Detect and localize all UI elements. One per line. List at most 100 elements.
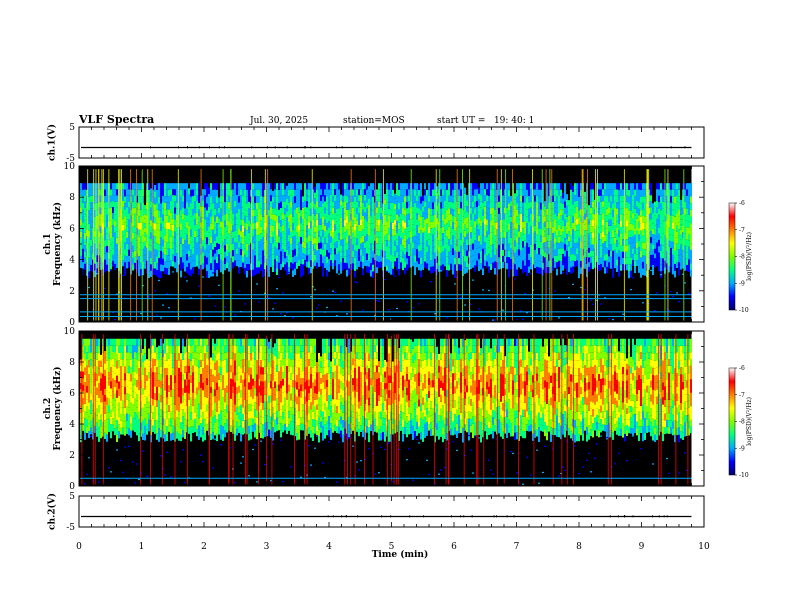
spectrogram-ch1-cell [678, 183, 680, 190]
spectrogram-ch1-cell [144, 255, 146, 260]
spectrogram-ch1-cell [224, 201, 226, 209]
spectrogram-ch1-cell [476, 212, 478, 219]
spectrogram-ch1-cell [534, 213, 536, 220]
spectrogram-ch1-noise [596, 299, 598, 302]
spectrogram-ch1-cell [600, 220, 602, 227]
spectrogram-ch1-cell [360, 249, 362, 256]
spectrogram-ch1-cell [214, 215, 216, 222]
spectrogram-ch1-noise [272, 308, 274, 310]
spectrogram-ch1-cell [426, 218, 428, 224]
spectrogram-ch1-cell [398, 202, 400, 210]
spectrogram-ch1-cell [506, 226, 508, 233]
spectrogram-ch1-cell [428, 183, 430, 190]
spectrogram-ch1-cell [280, 257, 282, 264]
spectrogram-ch1-cell [124, 183, 126, 190]
spectrogram-ch1-cell [668, 195, 670, 203]
spectrogram-ch1-cell [196, 260, 198, 267]
spectrogram-ch1-cell [432, 266, 434, 273]
spectrogram-ch1-cell [688, 259, 690, 266]
spectrogram-ch1-cell [278, 189, 280, 197]
spectrogram-ch1-cell [616, 240, 618, 247]
spectrogram-ch2-cell [84, 418, 86, 426]
spectrogram-ch1-cell [174, 249, 176, 257]
spectrogram-ch1-cell [640, 250, 642, 258]
spectrogram-ch1-cell [608, 207, 610, 214]
spectrogram-ch1-cell [248, 245, 250, 252]
spectrogram-ch1-cell [404, 202, 406, 210]
spectrogram-ch1-cell [472, 231, 474, 238]
spectrogram-ch1-cell [364, 236, 366, 243]
spectrogram-ch1-cell [438, 240, 440, 247]
spectrogram-ch1-cell [662, 183, 664, 190]
spectrogram-ch1-cell [542, 189, 544, 197]
spectrogram-ch1-cell [396, 232, 398, 240]
spectrogram-ch1-cell [232, 237, 234, 245]
spectrogram-ch1-cell [502, 249, 504, 256]
spectrogram-ch1-cell [436, 218, 438, 225]
spectrogram-ch1-cell [570, 222, 572, 229]
spectrogram-ch1-cell [480, 201, 482, 208]
spectrogram-ch1-cell [88, 183, 90, 190]
spectrogram-ch1-cell [288, 254, 290, 261]
spectrogram-ch1-cell [422, 243, 424, 249]
spectrogram-ch1-cell [272, 248, 274, 255]
spectrogram-ch1-noise [238, 290, 240, 292]
spectrogram-ch1-cell [442, 245, 444, 252]
spectrogram-ch1-cell [164, 202, 166, 210]
spectrogram-ch1-cell [274, 240, 276, 247]
spectrogram-ch2-cell [104, 413, 106, 421]
spectrogram-ch1-cell [526, 256, 528, 263]
spectrogram-ch1-cell [414, 196, 416, 203]
spectrogram-ch1-cell [228, 233, 230, 241]
spectrogram-ch1-cell [634, 183, 636, 190]
spectrogram-ch1-cell [442, 189, 444, 196]
spectrogram-ch1-cell [176, 240, 178, 247]
spectrogram-ch1-cell [494, 222, 496, 229]
spectrogram-ch1-cell [454, 271, 456, 278]
spectrogram-ch1-cell [262, 223, 264, 231]
spectrogram-ch1-cell [112, 201, 114, 208]
spectrogram-ch1-cell [642, 183, 644, 190]
spectrogram-ch1-cell [210, 269, 212, 277]
spectrogram-ch1-cell [220, 214, 222, 222]
spectrogram-ch1-cell [542, 249, 544, 257]
spectrogram-ch1-cell [172, 242, 174, 249]
spectrogram-ch1-cell [446, 196, 448, 204]
spectrogram-ch1-cell [308, 241, 310, 249]
spectrogram-ch1-cell [112, 213, 114, 219]
spectrogram-ch1-cell [614, 213, 616, 220]
spectrogram-ch1-cell [662, 264, 664, 271]
spectrogram-ch1-cell [384, 219, 386, 226]
spectrogram-ch1-cell [530, 201, 532, 208]
spectrogram-ch1-cell [676, 201, 678, 208]
spectrogram-ch1-cell [494, 183, 496, 190]
spectrogram-ch1-cell [112, 189, 114, 196]
spectrogram-ch1-cell [398, 249, 400, 256]
spectrogram-ch1-cell [532, 264, 534, 271]
spectrogram-ch1-cell [484, 230, 486, 237]
spectrogram-ch1-cell [602, 201, 604, 208]
spectrogram-ch1-cell [302, 230, 304, 237]
spectrogram-ch1-cell [426, 240, 428, 247]
spectrogram-ch1-cell [288, 196, 290, 203]
spectrogram-ch1-cell [236, 236, 238, 243]
spectrogram-ch1-cell [284, 183, 286, 190]
spectrogram-ch1-noise [406, 301, 408, 303]
spectrogram-ch1-cell [556, 222, 558, 230]
spectrogram-ch1-cell [324, 189, 326, 196]
spectrogram-ch1-cell [94, 270, 96, 278]
spectrogram-ch1-cell [146, 234, 148, 242]
spectrogram-ch1-cell [164, 183, 166, 190]
spectrogram-ch1-cell [442, 208, 444, 215]
spectrogram-ch1-cell [120, 209, 122, 216]
spectrogram-ch1-cell [516, 249, 518, 257]
spectrogram-ch1-cell [594, 233, 596, 239]
spectrogram-ch1-cell [602, 189, 604, 196]
spectrogram-ch1-cell [608, 262, 610, 269]
spectrogram-ch1-cell [554, 249, 556, 256]
spectrogram-ch1-cell [418, 239, 420, 246]
spectrogram-ch1-noise [96, 273, 98, 275]
spectrogram-ch1-cell [430, 215, 432, 222]
spectrogram-ch1-cell [650, 189, 652, 196]
